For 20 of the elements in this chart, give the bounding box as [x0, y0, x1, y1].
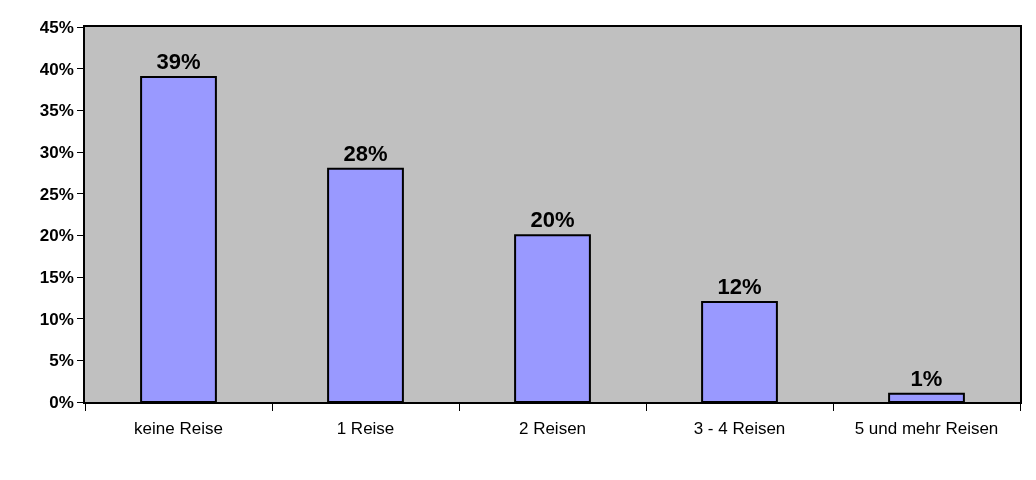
y-tick-label: 10%: [39, 309, 74, 329]
y-tick-label: 35%: [39, 101, 74, 121]
data-label: 12%: [717, 274, 762, 299]
x-tick-label: keine Reise: [134, 419, 223, 439]
x-tick-label: 1 Reise: [336, 419, 395, 439]
y-tick-label: 20%: [39, 226, 74, 246]
y-tick-label: 40%: [39, 59, 74, 79]
data-label: 20%: [530, 207, 575, 233]
y-tick-label: 5%: [49, 351, 74, 371]
y-tick-label: 15%: [39, 267, 74, 287]
x-tick-label: 2 Reisen: [518, 419, 587, 439]
y-tick-label: 0%: [49, 392, 74, 412]
x-tick-label: 3 - 4 Reisen: [693, 419, 786, 439]
y-tick-label: 25%: [39, 184, 74, 204]
data-label: 39%: [156, 49, 201, 74]
y-tick-label: 45%: [39, 17, 74, 37]
x-tick-label: 5 und mehr Reisen: [854, 419, 999, 439]
y-tick-label: 30%: [39, 142, 74, 162]
data-label: 1%: [910, 365, 943, 391]
data-label: 28%: [343, 140, 388, 166]
